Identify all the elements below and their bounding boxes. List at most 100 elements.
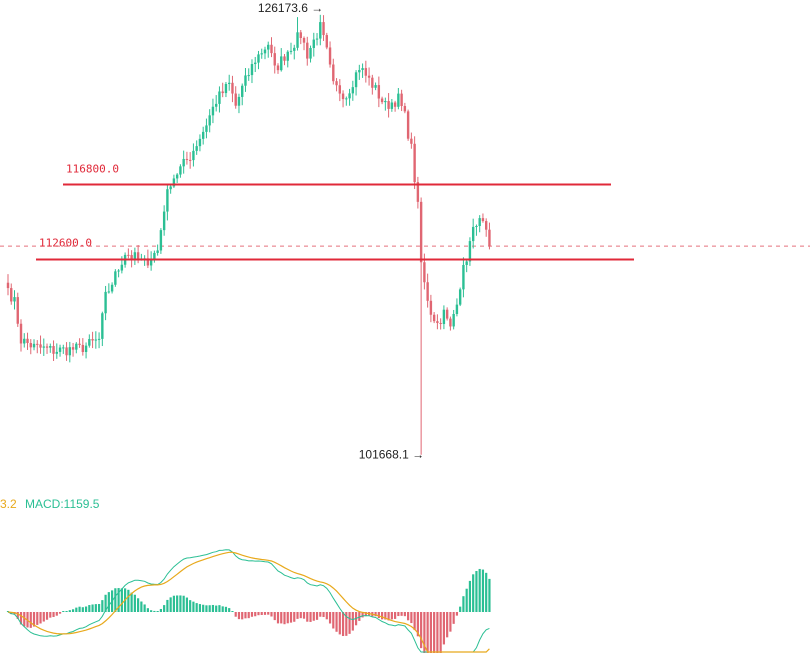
candle-body [29,343,32,348]
candles [6,14,491,455]
candle-body [345,98,348,100]
macd-bar [250,612,254,617]
macd-bar [244,612,247,619]
candle-body [484,221,488,230]
macd-bar [150,610,153,612]
macd-bar [351,612,354,631]
macd-bar [228,608,231,612]
macd-bar [374,612,377,617]
macd-bar [234,612,237,617]
candle-body [270,44,273,54]
candle-body [410,138,413,144]
macd-bar [361,612,364,618]
macd-bar [107,592,110,612]
candle-body [335,81,338,86]
candle-body [169,186,172,190]
candle-body [299,32,302,38]
macd-bar [312,612,315,621]
macd-bar [195,603,198,612]
macd-bar [309,612,312,622]
candle-body [413,143,416,183]
macd-bar [247,612,250,619]
candle-body [234,93,237,106]
candle-body [185,158,189,160]
candle-body [159,230,163,251]
macd-bar [407,612,410,621]
macd-bar [270,612,273,617]
candle-body [458,289,462,305]
macd-bar [16,612,19,619]
candle-body [36,343,39,345]
macd-bar [97,604,101,612]
candle-body [88,339,91,346]
macd-bar [433,612,436,653]
candle-body [250,64,254,76]
candle-body [228,82,231,84]
candle-body [214,103,218,107]
macd-bar [446,612,449,638]
macd-bar [211,604,215,612]
candle-body [257,54,260,63]
candle-body [71,347,75,350]
candle-body [351,87,355,94]
candle-body [97,338,101,340]
candle-body [78,343,81,345]
macd-bar [91,604,94,612]
macd-bar [176,595,179,612]
candle-body [241,85,244,97]
candle-body [120,264,124,271]
macd-bar [394,612,397,619]
macd-bar [94,604,97,612]
candle-body [13,297,16,302]
macd-bar [315,612,319,620]
candle-body [172,178,176,187]
candle-body [361,68,364,71]
candle-body [65,347,68,356]
candle-body [52,346,55,354]
macd-bar [485,572,488,612]
candle-body [354,72,358,88]
candle-body [162,211,166,231]
macd-bar [423,612,426,653]
candle-body [110,284,114,292]
candle-body [153,252,156,260]
candle-body [387,101,390,109]
macd-bar [163,605,166,612]
macd-bar [153,610,156,612]
candle-body [312,39,315,48]
macd-bar [254,612,257,617]
macd-bar [81,607,84,612]
candle-body [429,300,433,315]
candle-body [91,339,94,341]
candle-body [302,37,306,43]
macd-bar [29,612,32,628]
macd-bar [241,612,244,620]
macd-bar [39,612,42,624]
candle-body [377,85,381,99]
macd-bar [166,599,169,612]
candle-body [293,47,296,51]
macd-bar [179,595,182,612]
candle-body [208,115,211,126]
macd-bar [263,612,267,615]
candle-body [32,343,36,348]
macd-bar [403,612,406,617]
macd-bar [286,612,289,624]
macd-bar [306,612,309,622]
macd-bar [36,612,39,625]
macd-bar [420,612,423,649]
macd-bar [397,612,400,617]
macd-bar [377,612,380,619]
candle-body [371,77,374,88]
candle-body [188,159,192,161]
candle-body [289,50,293,52]
macd-bar [410,612,413,624]
macd-bar [429,612,432,653]
candle-body [247,75,250,77]
macd-bar [221,606,224,612]
candle-body [397,93,400,107]
candle-body [280,56,283,71]
macd-bar [338,612,341,635]
candle-body [75,343,78,350]
